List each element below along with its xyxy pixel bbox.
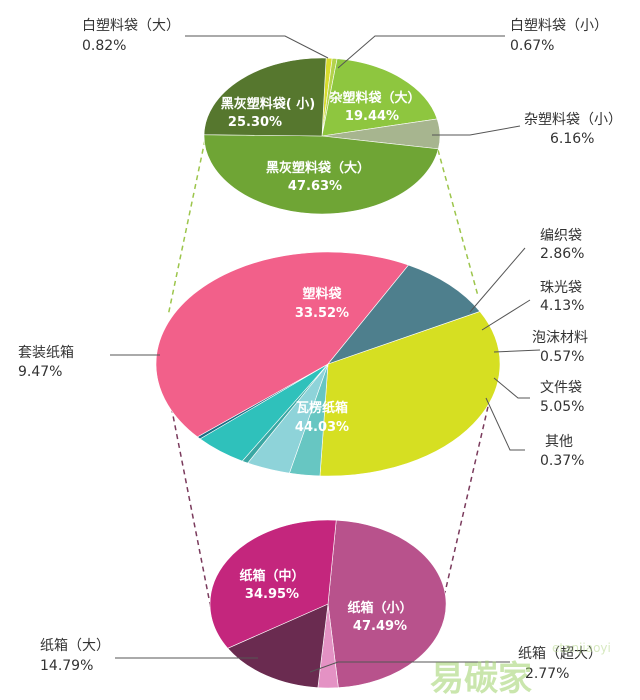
connector-bottom-right: [439, 397, 491, 615]
label-white-bag-small: 白塑料袋（小）: [510, 18, 608, 34]
value-corrugated-carton: 44.03%: [295, 420, 349, 435]
label-white-bag-large: 白塑料袋（大）: [82, 18, 180, 34]
pie-slice-2-3: [209, 519, 337, 649]
leader-white-bag-small: [337, 35, 505, 69]
leader-mixed-bag-small: [432, 125, 521, 136]
value-carton-small: 47.49%: [353, 619, 407, 634]
label-corrugated-carton: 瓦楞纸箱: [296, 400, 348, 416]
pie-slice-0-2: [321, 58, 438, 137]
leader-carton-xl: [309, 661, 510, 673]
pie-slice-1-0: [319, 311, 501, 477]
connector-top-right: [437, 149, 479, 297]
value-carton-set: 9.47%: [18, 364, 62, 380]
value-foam: 0.57%: [540, 349, 584, 365]
leader-foam: [493, 349, 541, 353]
value-woven-bag: 2.86%: [540, 246, 584, 262]
pie-packaging-main: [155, 251, 501, 477]
leader-pearl-bag: [481, 299, 531, 331]
value-mixed-bag-small: 6.16%: [550, 131, 594, 147]
label-black-gray-bag-small: 黑灰塑料袋( 小): [221, 96, 315, 112]
value-carton-xl: 2.77%: [525, 666, 569, 682]
label-mixed-bag-small: 杂塑料袋（小）: [524, 112, 622, 128]
label-carton-medium: 纸箱（中）: [239, 568, 304, 584]
value-file-bag: 5.05%: [540, 399, 584, 415]
value-other: 0.37%: [540, 453, 584, 469]
label-file-bag: 文件袋: [540, 380, 582, 396]
label-carton-small: 纸箱（小）: [347, 600, 412, 616]
watermark-logo: 易碳家 etanjiaoyi: [430, 641, 611, 699]
connector-bottom-left: [167, 389, 213, 615]
value-white-bag-large: 0.82%: [82, 38, 126, 54]
value-black-gray-bag-large: 47.63%: [288, 179, 342, 194]
label-foam: 泡沫材料: [532, 330, 588, 346]
value-carton-large: 14.79%: [40, 658, 93, 674]
value-plastic-bag: 33.52%: [295, 306, 349, 321]
label-carton-set: 套装纸箱: [18, 345, 74, 361]
pie-slice-2-2: [227, 603, 329, 689]
value-white-bag-small: 0.67%: [510, 38, 554, 54]
leader-file-bag: [493, 377, 530, 399]
label-mixed-bag-large: 杂塑料袋（大）: [329, 90, 420, 106]
label-black-gray-bag-large: 黑灰塑料袋（大）: [266, 160, 370, 176]
label-carton-large: 纸箱（大）: [40, 638, 110, 654]
leader-other: [485, 397, 525, 451]
leader-lines: [110, 35, 541, 673]
pie-slice-1-6: [155, 251, 410, 438]
label-carton-xl: 纸箱（超大）: [518, 646, 602, 662]
leader-white-bag-large: [185, 35, 329, 59]
pie-plastic-bags: [203, 57, 441, 215]
pie-slice-0-4: [203, 134, 439, 215]
connector-top-left: [167, 139, 206, 317]
value-black-gray-bag-small: 25.30%: [228, 115, 282, 130]
pie-slice-0-5: [203, 57, 327, 137]
pie-slice-1-7: [327, 264, 481, 365]
label-plastic-bag: 塑料袋: [302, 286, 342, 302]
label-other: 其他: [545, 434, 573, 450]
value-pearl-bag: 4.13%: [540, 298, 584, 314]
connector-lines: [167, 139, 491, 615]
pie-cartons: [209, 519, 447, 689]
value-mixed-bag-large: 19.44%: [345, 109, 399, 124]
watermark-text: 易碳家: [430, 659, 532, 699]
value-carton-medium: 34.95%: [245, 587, 299, 602]
watermark-subtext: etanjiaoyi: [552, 641, 611, 655]
label-pearl-bag: 珠光袋: [540, 280, 582, 296]
leader-woven-bag: [469, 247, 526, 313]
label-woven-bag: 编织袋: [540, 228, 582, 244]
pie-slice-2-0: [327, 519, 447, 688]
